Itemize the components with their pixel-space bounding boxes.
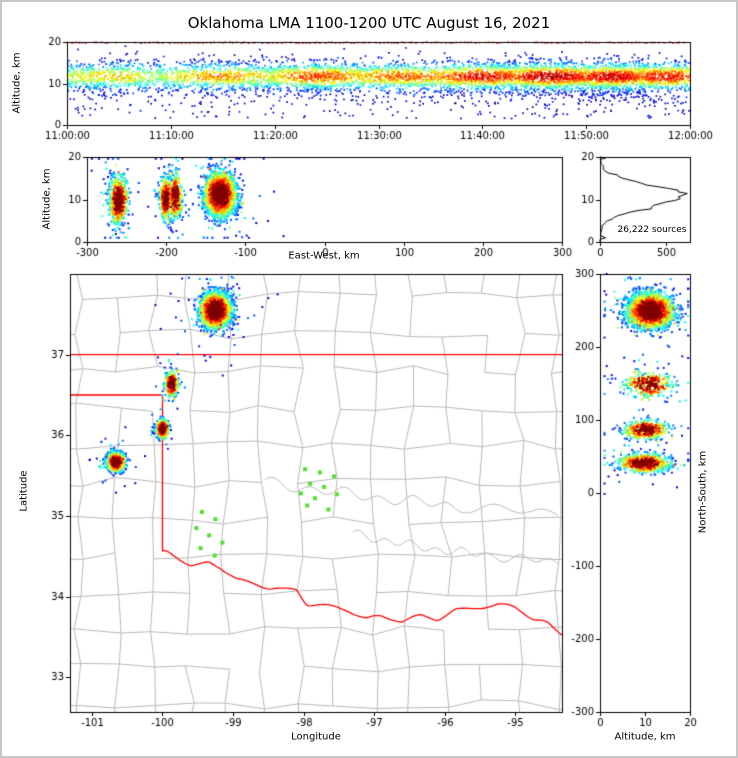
plot-canvas	[2, 2, 736, 756]
lma-figure: Oklahoma LMA 1100-1200 UTC August 16, 20…	[0, 0, 738, 758]
